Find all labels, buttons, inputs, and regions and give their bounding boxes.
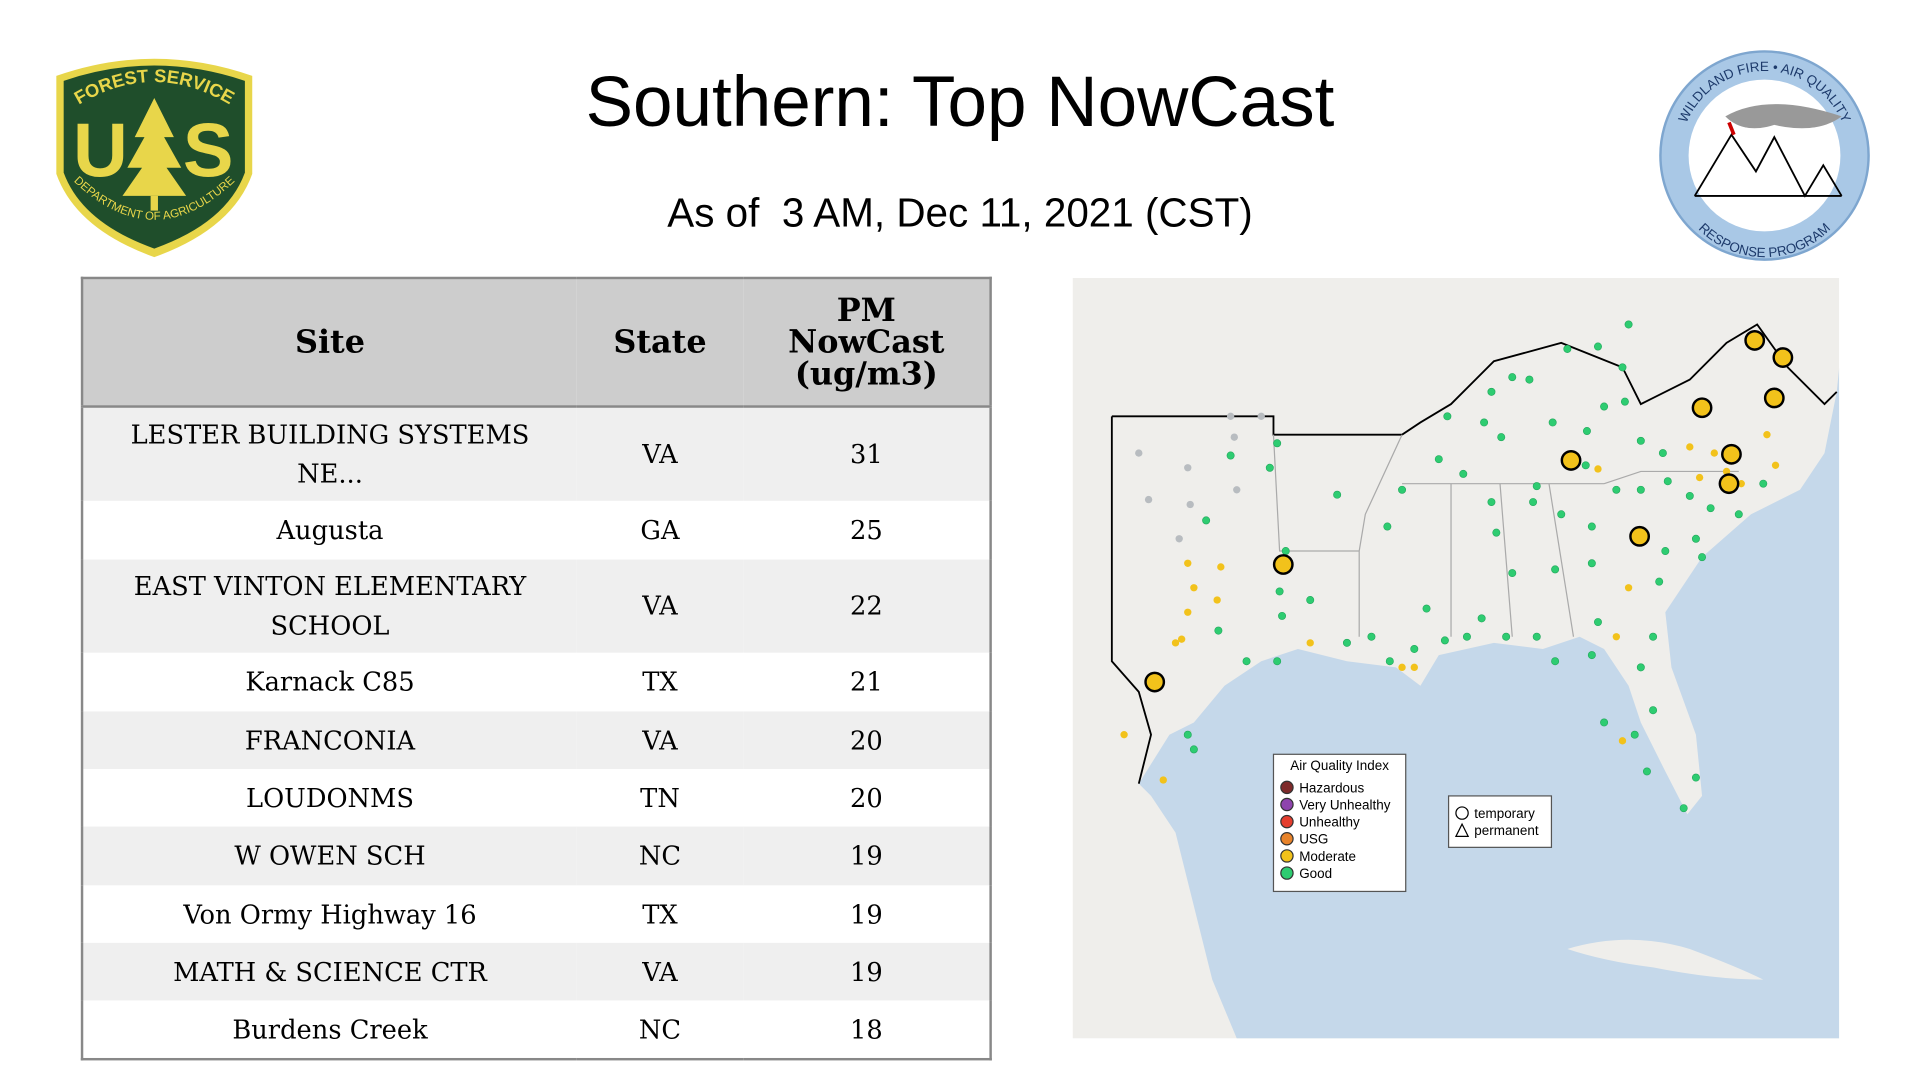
cuba xyxy=(1567,939,1764,980)
table-cell: Karnack C85 xyxy=(245,667,415,697)
table-cell: VA xyxy=(576,711,744,769)
table-cell: Augusta xyxy=(276,515,384,545)
table-row: LOUDONMS TN 20 xyxy=(82,769,991,827)
table-cell: 20 xyxy=(849,783,883,813)
slide-subtitle: As of 3 AM, Dec 11, 2021 (CST) xyxy=(667,189,1253,236)
table-row: FRANCONIA VA 20 xyxy=(82,711,991,769)
header-cell: Site xyxy=(82,277,577,408)
forest-service-logo: FOREST SERVICE U S DEPARTMENT OF AGRICUL… xyxy=(56,58,253,258)
logo-letter: S xyxy=(183,108,234,193)
table-cell: LESTER BUILDING SYSTEMS NE... xyxy=(82,406,577,501)
table-row: Augusta GA 25 xyxy=(82,501,991,560)
table-body: LESTER BUILDING SYSTEMS NE... VA 31 Augusta… xyxy=(82,406,991,1060)
slide-title: Southern: Top NowCast xyxy=(585,62,1335,143)
table-cell: NC xyxy=(576,826,744,886)
aqi-map: Air Quality Index Hazardous Very Unhealt… xyxy=(1072,277,1840,1039)
table-cell: NC xyxy=(638,1014,682,1044)
table-cell: 18 xyxy=(849,1014,883,1044)
table-cell: 19 xyxy=(743,826,991,886)
state-borders xyxy=(1272,434,1739,637)
logo-letter: U xyxy=(73,108,128,193)
table-cell: FRANCONIA xyxy=(82,711,577,769)
shape-label: temporary xyxy=(1474,806,1535,821)
good-sites xyxy=(1183,320,1768,813)
table-row: Von Ormy Highway 16 TX 19 xyxy=(82,885,991,943)
table-cell: TX xyxy=(642,667,678,697)
shape-legend-box xyxy=(1447,795,1553,848)
table-cell: 19 xyxy=(849,899,883,929)
top-sites xyxy=(1144,330,1794,693)
legend-label: Unhealthy xyxy=(1299,815,1360,830)
table-row: MATH & SCIENCE CTR VA 19 xyxy=(82,942,991,1001)
legend-title: Air Quality Index xyxy=(1290,758,1389,773)
table-cell: 22 xyxy=(743,559,991,653)
region-border xyxy=(1110,416,1152,784)
table-cell: MATH & SCIENCE CTR xyxy=(82,942,577,1001)
header-cell: State xyxy=(576,277,744,408)
shape-label: permanent xyxy=(1474,823,1539,838)
table-cell: Burdens Creek xyxy=(232,1014,428,1044)
header-text: State xyxy=(613,323,707,361)
table-cell: 20 xyxy=(743,711,991,769)
header-text: PM NowCast (ug/m3) xyxy=(788,292,945,393)
table-cell: Von Ormy Highway 16 xyxy=(183,899,477,929)
table-cell: 25 xyxy=(849,515,883,545)
table-cell: VA xyxy=(576,559,744,653)
legend-label: Good xyxy=(1299,866,1332,881)
shape-triangle xyxy=(1454,822,1470,837)
table-row: EAST VINTON ELEMENTARY SCHOOL VA 22 xyxy=(82,559,991,653)
table-cell: W OWEN SCH xyxy=(82,826,577,886)
table-row: W OWEN SCH NC 19 xyxy=(82,826,991,886)
trunk xyxy=(150,195,158,211)
mountains xyxy=(1693,132,1843,198)
legend-label: USG xyxy=(1299,832,1328,847)
header-cell: PM NowCast (ug/m3) xyxy=(743,277,991,408)
flag xyxy=(1727,121,1736,136)
table-cell: LOUDONMS xyxy=(246,783,414,813)
header-row: Site State PM NowCast (ug/m3) xyxy=(82,277,991,408)
inactive-sites xyxy=(1135,412,1265,543)
legend-swatches xyxy=(1280,780,1294,880)
table-cell: VA xyxy=(576,942,744,1001)
legend-label: Very Unhealthy xyxy=(1299,797,1391,812)
table-row: Burdens Creek NC 18 xyxy=(82,1000,991,1059)
legend-label: Moderate xyxy=(1299,849,1356,864)
table-cell: 21 xyxy=(849,667,883,697)
aqi-legend-box xyxy=(1272,753,1407,893)
table-cell: GA xyxy=(640,515,680,545)
header-text: Site xyxy=(294,323,366,361)
region-border xyxy=(1111,323,1838,436)
moderate-sites xyxy=(1120,431,1780,784)
legend-label: Hazardous xyxy=(1299,780,1364,795)
table-row: LESTER BUILDING SYSTEMS NE... VA 31 xyxy=(82,406,991,501)
table-cell: TX xyxy=(642,899,678,929)
table-cell: 31 xyxy=(743,406,991,501)
table-cell: TN xyxy=(640,783,680,813)
table-row: Karnack C85 TX 21 xyxy=(82,653,991,712)
table-cell: EAST VINTON ELEMENTARY SCHOOL xyxy=(82,559,577,653)
table-cell: 19 xyxy=(743,942,991,1001)
shape-circle xyxy=(1455,806,1469,820)
table-cell: VA xyxy=(576,406,744,501)
program-logo: WILDLAND FIRE • AIR QUALITY RESPONSE PRO… xyxy=(1659,50,1870,261)
nowcast-table: Site State PM NowCast (ug/m3) LESTER BUI… xyxy=(80,276,992,1061)
tree xyxy=(122,97,187,196)
smoke xyxy=(1725,104,1842,129)
